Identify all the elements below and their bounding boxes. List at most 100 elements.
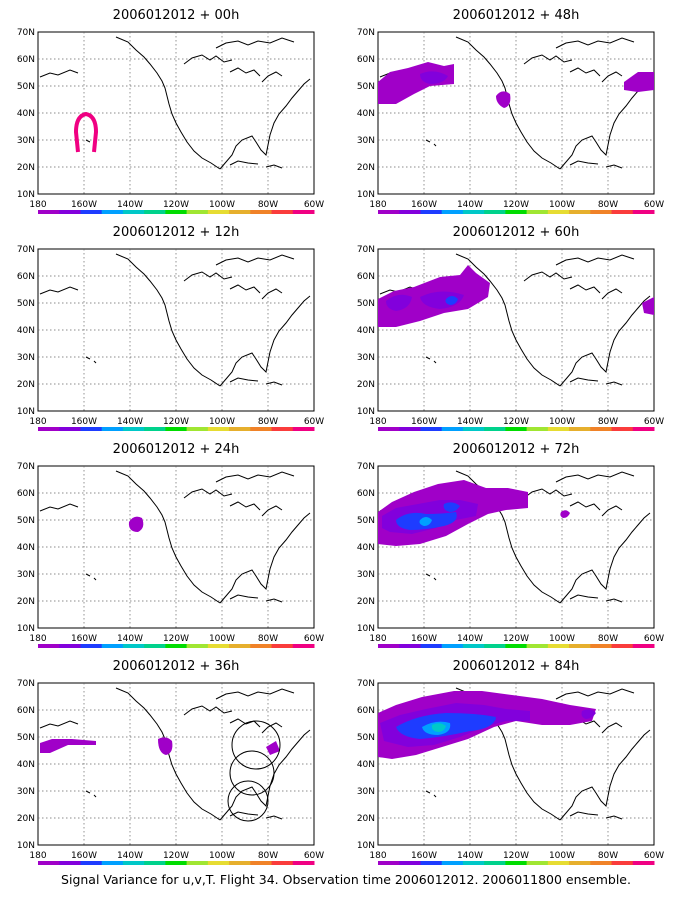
lon-tick-label: 180 [29,851,46,861]
colorbar-segment [441,427,464,431]
coastline [555,254,635,266]
lon-tick-label: 100W [209,634,235,644]
lat-tick-label: 60N [357,706,375,716]
colorbar-segment [292,427,315,431]
colorbar-segment [632,427,655,431]
colorbar-segment [144,210,166,214]
lat-tick-label: 50N [17,516,35,526]
lat-tick-label: 20N [17,380,35,390]
lat-tick-label: 50N [357,82,375,92]
colorbar-segment [569,210,591,214]
coastline [39,720,79,729]
lon-tick-label: 120W [503,200,529,210]
grid-lines [38,249,314,411]
coastline [425,139,437,147]
lat-tick-label: 60N [357,272,375,282]
grid-lines [378,32,654,194]
lat-tick-label: 40N [357,543,375,553]
coastline [559,512,651,604]
lat-tick-label: 30N [17,136,35,146]
lat-tick-label: 20N [357,163,375,173]
coastline [605,164,623,169]
colorbar-segment [484,210,506,214]
coastline [39,286,79,295]
lat-tick-label: 70N [17,245,35,255]
lon-tick-label: 140W [117,200,143,210]
coastline [219,78,311,170]
lon-tick-label: 140W [117,851,143,861]
colorbar-segment [38,427,60,431]
colorbar-segment [399,427,421,431]
colorbar-segment [80,644,103,648]
lon-tick-label: 160W [71,634,97,644]
lon-tick-label: 80W [258,200,278,210]
panel-title: 2006012012 + 72h [452,442,580,457]
lon-tick-label: 160W [71,851,97,861]
colorbar-segment [569,861,591,865]
colorbar-segment [186,210,209,214]
lon-tick-label: 140W [457,200,483,210]
coastline [605,598,623,603]
lat-tick-label: 30N [357,787,375,797]
colorbar-segment [632,861,655,865]
colorbar-segment [38,861,60,865]
coastline [569,160,599,166]
grid-lines [38,466,314,628]
lat-tick-label: 20N [17,163,35,173]
lat-tick-label: 60N [17,489,35,499]
lat-tick-label: 20N [17,814,35,824]
colorbar-segment [399,644,421,648]
coastline [219,295,311,387]
coastline [219,729,311,821]
coastline [261,722,283,734]
lat-tick-label: 30N [17,787,35,797]
colorbar-segment [484,427,506,431]
lon-tick-label: 120W [163,200,189,210]
lat-tick-label: 60N [357,55,375,65]
coastline [229,718,261,728]
coastline [523,54,573,65]
colorbar-segment [526,644,549,648]
colorbar-segment [250,210,273,214]
lon-tick-label: 140W [117,634,143,644]
grid-lines [38,683,314,845]
variance-contour [158,737,173,755]
colorbar-segment [399,861,421,865]
coastline [229,594,259,600]
lon-tick-label: 80W [598,851,618,861]
colorbar-segment [207,644,230,648]
variance-contour [624,72,654,92]
colorbar-segment [186,644,209,648]
coastline [215,37,295,49]
colorbar-segment [165,427,188,431]
colorbar-segment [80,861,103,865]
lon-tick-label: 120W [503,634,529,644]
colorbar-segment [632,210,655,214]
coastline [555,37,635,49]
lon-tick-label: 160W [71,200,97,210]
coastline [265,598,283,603]
colorbar-segment [462,644,485,648]
colorbar-segment [505,427,528,431]
lon-tick-label: 100W [209,200,235,210]
colorbar-segment [38,210,60,214]
coastline [39,69,79,78]
lat-tick-label: 20N [357,814,375,824]
coastline [559,78,651,170]
coastline [605,815,623,820]
coastlines [39,36,311,170]
colorbar-segment [59,210,81,214]
panel-84h: 2006012012 + 84h 70N 60N 50N 40N 30N 20N 10N 18… [356,659,676,865]
coastline [265,815,283,820]
lat-tick-label: 20N [17,597,35,607]
colorbar-segment [59,861,81,865]
lat-tick-label: 10N [357,624,375,634]
variance-contour [386,294,412,311]
lat-tick-label: 30N [17,353,35,363]
lon-tick-label: 80W [598,417,618,427]
lat-tick-label: 30N [357,570,375,580]
variance-contour [443,502,460,512]
lat-tick-label: 40N [357,760,375,770]
colorbar-segment [484,861,506,865]
